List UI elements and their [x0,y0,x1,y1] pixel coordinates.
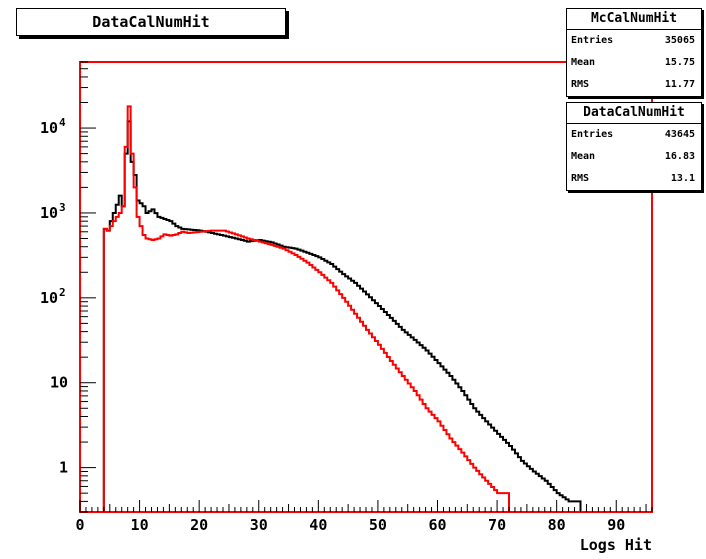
x-tick-label: 40 [309,516,327,534]
stats-box-data: DataCalNumHit Entries 43645 Mean 16.83 R… [566,102,702,191]
histogram-series-data [80,105,545,513]
stats-label: RMS [571,173,590,184]
y-tick-exponent: 4 [59,116,66,129]
y-tick-label: 10 [40,204,58,222]
x-tick-label: 90 [607,516,625,534]
stats-label: Mean [571,57,596,68]
x-tick-label: 30 [250,516,268,534]
stats-box-mc: McCalNumHit Entries 35065 Mean 15.75 RMS… [566,8,702,97]
stats-title-mc: McCalNumHit [567,9,701,30]
histogram-title: DataCalNumHit [16,8,286,36]
stats-value: 13.1 [670,173,695,184]
y-tick-label: 10 [50,374,68,392]
stats-title-data: DataCalNumHit [567,103,701,124]
x-tick-label: 80 [548,516,566,534]
y-tick-label: 1 [59,459,68,477]
stats-value: 15.75 [664,57,695,68]
y-tick-exponent: 2 [59,286,66,299]
stats-label: Entries [571,35,614,46]
x-tick-label: 10 [131,516,149,534]
histogram-series-mc [80,120,593,513]
stats-row-entries: Entries 43645 [567,124,701,146]
stats-row-mean: Mean 15.75 [567,52,701,74]
y-tick-label: 10 [40,119,58,137]
stats-label: RMS [571,79,590,90]
x-tick-label: 50 [369,516,387,534]
stats-value: 35065 [664,35,695,46]
stats-row-mean: Mean 16.83 [567,146,701,168]
plot-area [80,62,652,512]
stats-value: 43645 [664,129,695,140]
x-tick-label: 0 [75,516,84,534]
x-tick-label: 70 [488,516,506,534]
y-tick-label: 10 [40,289,58,307]
stats-row-entries: Entries 35065 [567,30,701,52]
x-axis-label: Logs Hit [580,536,652,554]
stats-row-rms: RMS 11.77 [567,74,701,96]
stats-value: 16.83 [664,151,695,162]
y-tick-exponent: 3 [59,201,66,214]
stats-label: Entries [571,129,614,140]
stats-label: Mean [571,151,596,162]
x-tick-label: 60 [428,516,446,534]
x-tick-label: 20 [190,516,208,534]
stats-row-rms: RMS 13.1 [567,168,701,190]
stats-value: 11.77 [664,79,695,90]
